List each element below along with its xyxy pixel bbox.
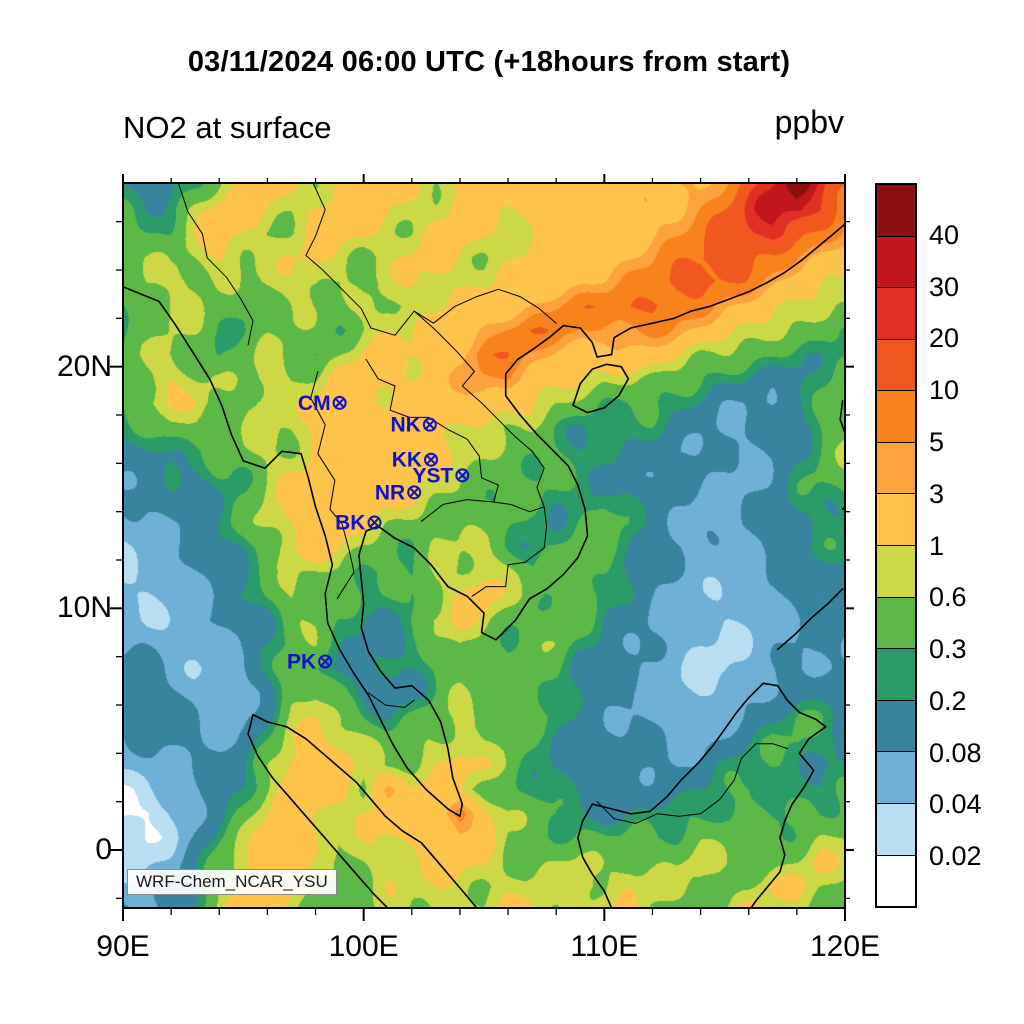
colorbar-tick-label: 0.3 (929, 634, 967, 665)
colorbar-segment (877, 751, 915, 803)
units-label: ppbv (774, 104, 844, 140)
colorbar-segment (877, 235, 915, 288)
colorbar-segment (877, 854, 915, 907)
colorbar (875, 183, 917, 908)
x-tick-label: 100E (328, 930, 399, 963)
no2-concentration-field (123, 183, 845, 908)
colorbar-segment (877, 287, 915, 339)
colorbar-tick-label: 1 (929, 530, 945, 561)
colorbar-segment (877, 802, 915, 855)
colorbar-segment (877, 441, 915, 494)
model-config-label: WRF-Chem_NCAR_YSU (127, 869, 337, 895)
y-tick-label: 20N (56, 349, 112, 383)
variable-label: NO2 at surface (123, 110, 332, 145)
colorbar-segment (877, 493, 915, 546)
colorbar-tick-label: 30 (929, 271, 960, 302)
colorbar-tick-label: 10 (929, 375, 960, 406)
colorbar-segment (877, 545, 915, 597)
plot-title: 03/11/2024 06:00 UTC (+18hours from star… (187, 46, 791, 78)
colorbar-tick-label: 0.6 (929, 582, 967, 613)
colorbar-segment (877, 185, 915, 236)
x-tick-label: 90E (96, 930, 150, 963)
colorbar-segment (877, 338, 915, 391)
colorbar-segment (877, 648, 915, 700)
colorbar-tick-label: 0.08 (929, 737, 982, 768)
colorbar-segment (877, 390, 915, 442)
colorbar-tick-label: 20 (929, 323, 960, 354)
colorbar-segment (877, 596, 915, 649)
y-tick-label: 0 (95, 833, 112, 866)
colorbar-tick-label: 5 (929, 426, 945, 457)
y-tick-label: 10N (56, 591, 112, 625)
colorbar-tick-label: 40 (929, 219, 960, 250)
x-tick-label: 110E (570, 930, 639, 963)
colorbar-segment (877, 699, 915, 752)
colorbar-tick-label: 0.2 (929, 685, 967, 716)
colorbar-tick-label: 0.04 (929, 789, 982, 820)
colorbar-tick-label: 3 (929, 478, 945, 509)
colorbar-tick-label: 0.02 (929, 841, 982, 872)
x-tick-label: 120E (809, 930, 881, 963)
